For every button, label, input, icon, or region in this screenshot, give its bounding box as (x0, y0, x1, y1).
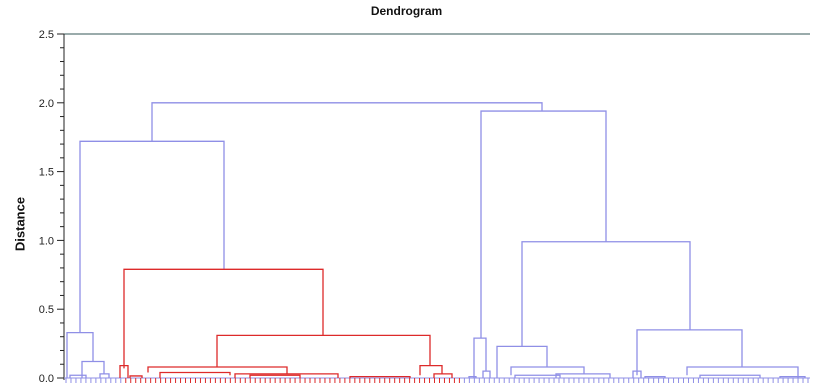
dendrogram-link (79, 140, 225, 333)
dendrogram-link (419, 364, 443, 376)
dendrogram-link (147, 366, 288, 374)
dendrogram-link (496, 345, 548, 378)
dendrogram-link (480, 110, 607, 339)
dendrogram-link (779, 375, 806, 378)
y-tick-label: 2.0 (39, 98, 54, 110)
dendrogram-link (119, 364, 129, 378)
dendrogram-link (433, 373, 453, 378)
chart-title: Dendrogram (370, 4, 443, 18)
dendrogram-link (468, 375, 477, 378)
dendrogram-link (81, 360, 105, 378)
dendrogram-link (234, 373, 339, 378)
dendrogram-link (699, 374, 761, 378)
dendrogram-link (99, 373, 110, 378)
dendrogram-link (555, 373, 611, 378)
dendrogram-link (151, 102, 543, 142)
y-tick-label: 0.0 (39, 373, 54, 385)
dendrogram-link (686, 366, 799, 378)
dendrogram-link (482, 370, 491, 378)
dendrogram-link (644, 375, 666, 378)
dendrogram-link (521, 241, 691, 347)
dendrogram-link (123, 268, 324, 369)
dendrogram-link (473, 337, 487, 378)
dendrogram-link (514, 374, 561, 378)
dendrogram-link (510, 366, 585, 376)
dendrogram-link (216, 334, 431, 367)
y-tick-label: 2.5 (39, 29, 54, 41)
y-tick-label: 0.5 (39, 304, 54, 316)
y-tick-label: 1.0 (39, 235, 54, 247)
dendrogram-link (69, 374, 87, 378)
dendrogram-link (249, 374, 301, 378)
y-tick-label: 1.5 (39, 167, 54, 179)
dendrogram-link (636, 329, 743, 376)
dendrogram-link (66, 331, 94, 378)
dendrogram-link (349, 375, 411, 378)
dendrogram-link (159, 371, 231, 378)
dendrogram-link (129, 375, 143, 378)
dendrogram-link (632, 370, 642, 378)
